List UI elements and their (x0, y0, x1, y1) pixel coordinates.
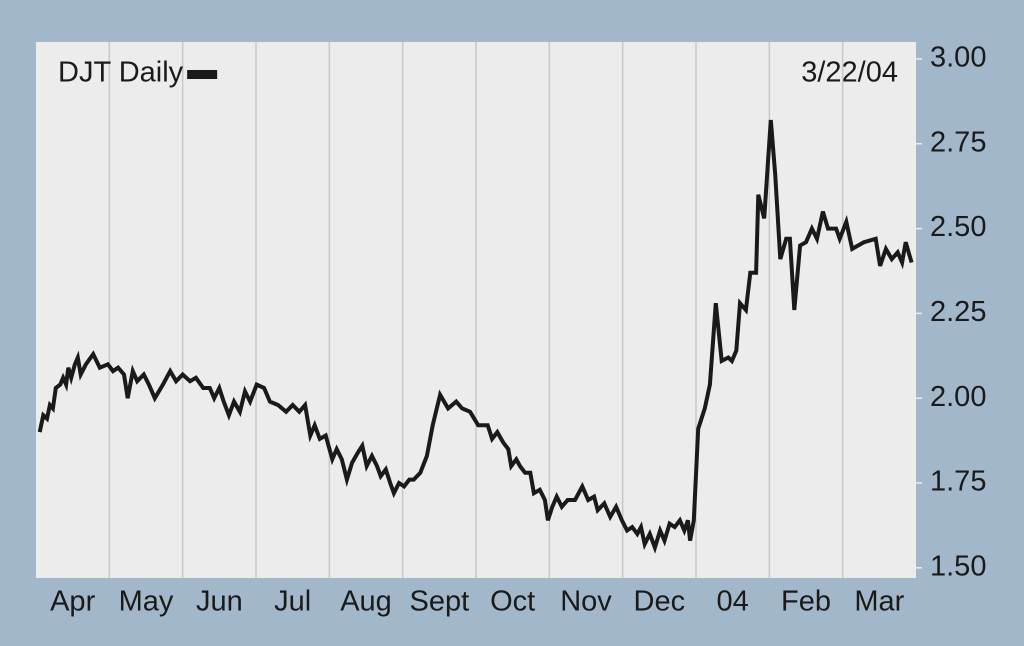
x-tick-label: Jun (196, 586, 243, 618)
x-tick-label: May (119, 586, 174, 618)
y-tick-label: 2.75 (930, 126, 986, 158)
x-tick-label: Apr (50, 586, 95, 618)
x-tick-label: 04 (717, 586, 749, 618)
legend-swatch (187, 70, 218, 79)
y-tick-label: 1.50 (930, 550, 986, 582)
x-tick-label: Oct (490, 586, 535, 618)
y-tick-label: 3.00 (930, 42, 986, 74)
x-tick-label: Nov (560, 586, 612, 618)
price-line (37, 119, 914, 554)
x-tick-label: Mar (854, 586, 904, 618)
x-tick-label: Jul (274, 586, 311, 618)
y-tick-label: 1.75 (930, 466, 986, 498)
x-tick-label: Aug (340, 586, 392, 618)
y-tick-label: 2.00 (930, 381, 986, 413)
legend-label: DJT Daily (58, 57, 184, 89)
x-tick-label: Feb (781, 586, 831, 618)
x-tick-label: Sept (409, 586, 469, 618)
date-annotation: 3/22/04 (801, 57, 898, 89)
y-tick-label: 2.25 (930, 296, 986, 328)
y-tick-label: 2.50 (930, 211, 986, 243)
x-tick-label: Dec (634, 586, 686, 618)
